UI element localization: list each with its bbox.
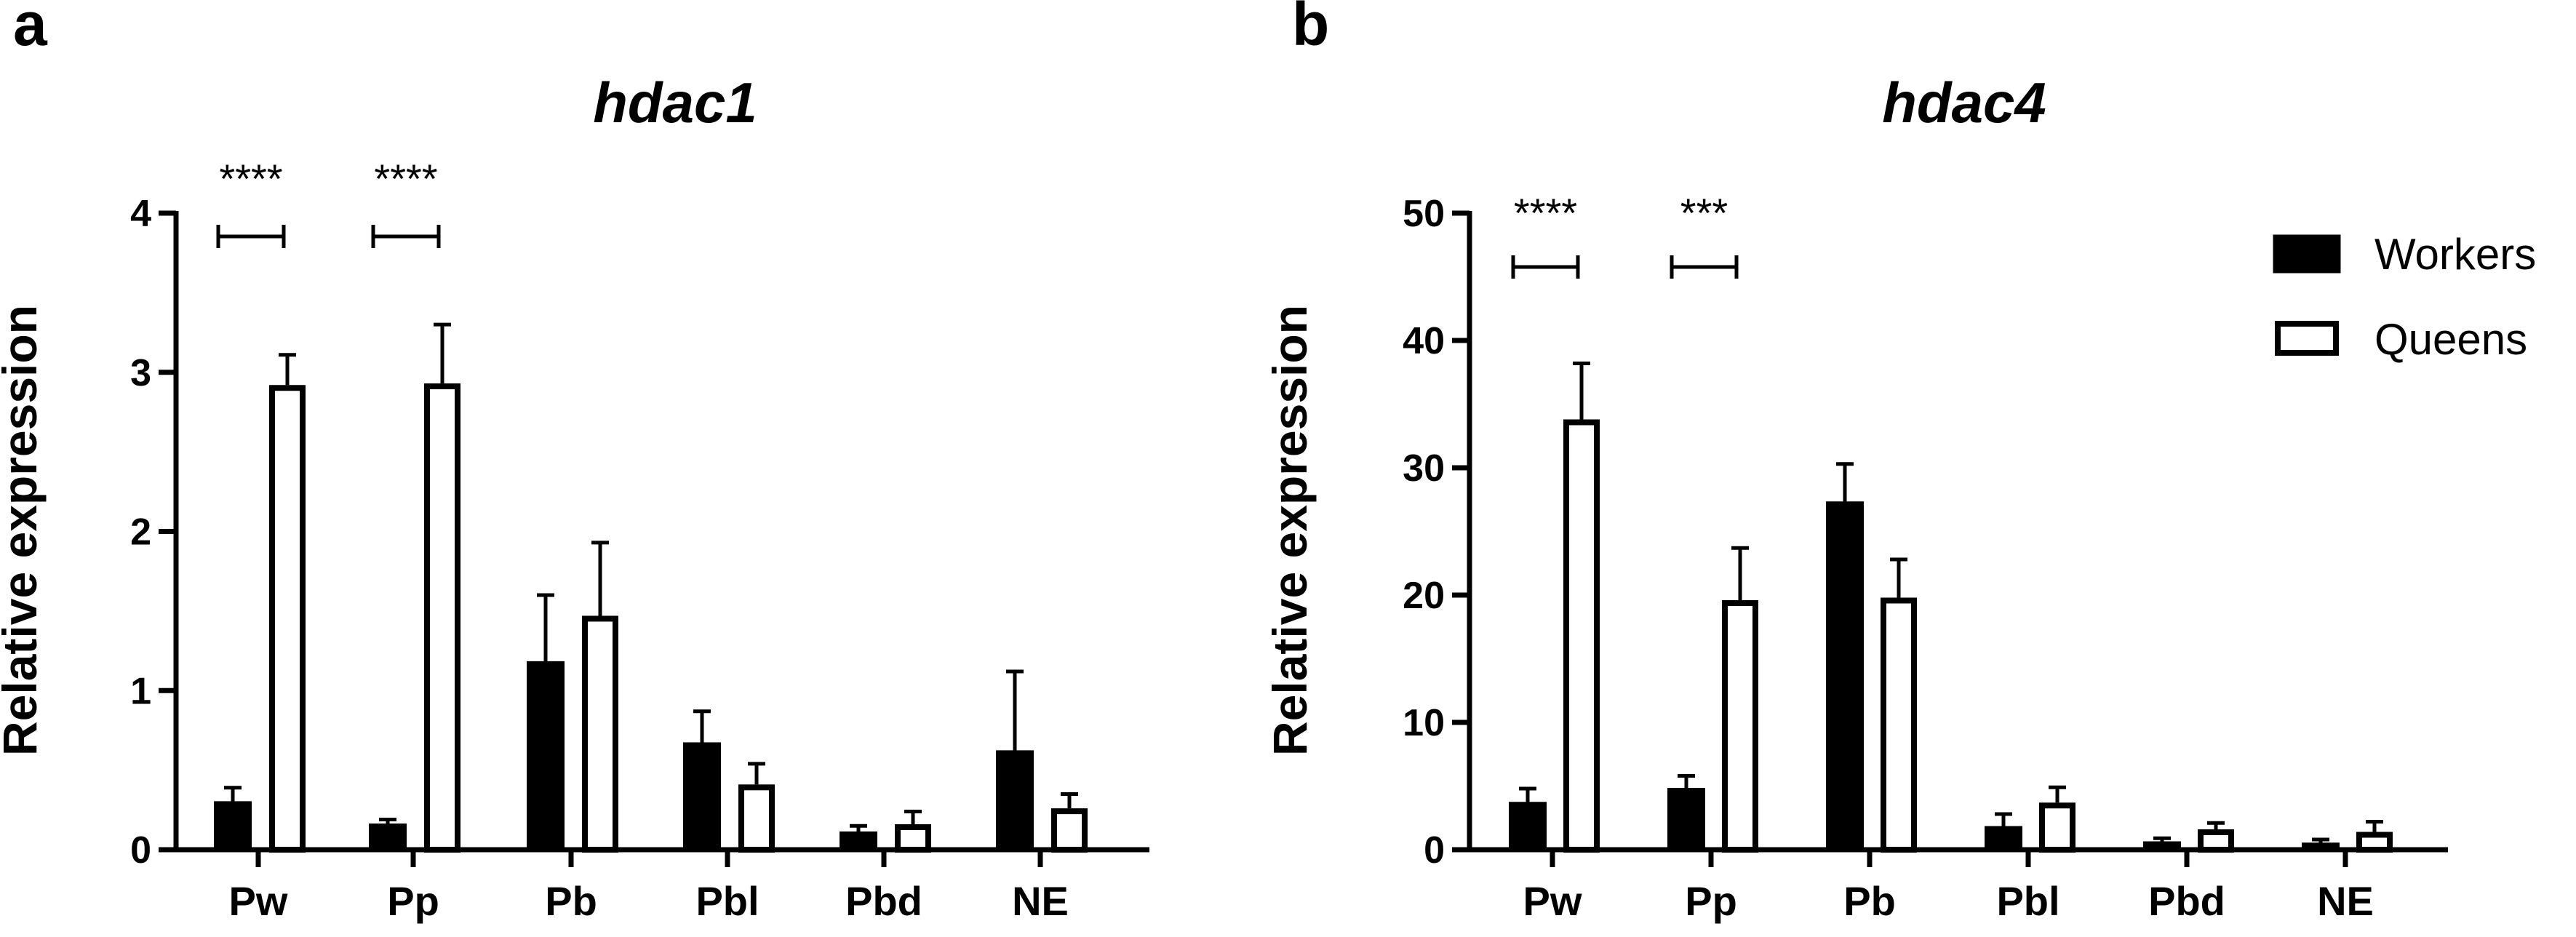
bar-queens: [1051, 808, 1088, 853]
x-tick-label: Pb: [1843, 878, 1896, 924]
significance-label: ****: [219, 156, 282, 202]
y-axis-title-b: Relative expression: [1263, 305, 1317, 756]
bar-queens: [738, 784, 775, 853]
bar-workers: [1509, 802, 1547, 850]
bar-queens: [1881, 597, 1917, 853]
significance-bracket: [1511, 255, 1580, 279]
y-tick-label: 0: [130, 829, 151, 872]
x-tick-label: Pbd: [845, 878, 922, 924]
bar-queens: [424, 383, 460, 853]
panel-letter-b: b: [1292, 0, 1329, 58]
x-tick-label: Pp: [1685, 878, 1737, 924]
significance-label: ****: [374, 156, 437, 202]
legend-swatch-queens: [2275, 321, 2339, 356]
x-tick-label: Pw: [1523, 878, 1582, 924]
bar-queens: [895, 824, 931, 853]
bar-workers: [996, 750, 1034, 850]
y-tick-label: 4: [130, 193, 151, 235]
chart-title-a: hdac1: [593, 71, 757, 135]
y-tick-label: 3: [130, 352, 151, 394]
x-tick-label: Pbl: [695, 878, 759, 924]
significance-bracket: [1670, 255, 1739, 279]
panel-b: b hdac4 Relative expression 0 10 20 30 40 50 P…: [1263, 0, 2448, 924]
bar-workers: [2143, 841, 2181, 850]
y-tick-label: 50: [1403, 193, 1445, 235]
bar-workers: [840, 831, 877, 850]
y-tick-label: 0: [1424, 829, 1445, 872]
x-tick-label: Pbd: [2148, 878, 2225, 924]
bar-queens: [2039, 802, 2075, 853]
y-tick-label: 10: [1403, 702, 1445, 744]
x-tick-label: NE: [1012, 878, 1069, 924]
bar-queens: [269, 385, 306, 853]
bar-queens: [2356, 832, 2393, 853]
bar-workers: [214, 801, 252, 850]
x-tick-label: Pb: [545, 878, 597, 924]
chart-title-b: hdac4: [1882, 71, 2046, 135]
y-tick-label: 30: [1403, 447, 1445, 490]
bar-workers: [1826, 501, 1864, 850]
bar-workers: [1985, 826, 2022, 850]
y-tick-label: 20: [1403, 575, 1445, 617]
bar-queens: [2198, 829, 2234, 853]
significance-bracket: [216, 225, 286, 248]
legend-swatch-workers: [2273, 234, 2341, 274]
legend: Workers Queens: [2273, 230, 2536, 364]
bar-workers: [2302, 842, 2340, 850]
panel-a: a hdac1 Relative expression 0 1 2 3 4 Pw Pp Pb P…: [0, 0, 1149, 924]
bar-workers: [527, 661, 565, 850]
y-tick-label: 2: [130, 511, 151, 554]
bar-queens: [1722, 600, 1758, 853]
bar-workers: [683, 742, 721, 850]
bar-workers: [1667, 788, 1705, 850]
x-tick-label: Pbl: [1996, 878, 2059, 924]
bar-workers: [369, 824, 407, 850]
significance-label: ****: [1514, 190, 1577, 236]
significance-bracket: [371, 225, 441, 248]
x-tick-label: Pw: [229, 878, 288, 924]
bar-queens: [1563, 419, 1600, 853]
panel-letter-a: a: [13, 0, 48, 58]
y-axis-title-a: Relative expression: [0, 305, 47, 756]
significance-label: ***: [1680, 190, 1728, 236]
plot-area-a: 0 1 2 3 4 Pw Pp Pb Pbl Pbd NE **** ****: [130, 156, 1149, 924]
x-tick-label: Pp: [387, 878, 439, 924]
y-tick-label: 40: [1403, 320, 1445, 362]
legend-label-workers: Workers: [2374, 230, 2536, 279]
bar-queens: [582, 615, 618, 853]
x-tick-label: NE: [2317, 878, 2374, 924]
y-tick-label: 1: [130, 670, 151, 712]
legend-label-queens: Queens: [2374, 315, 2527, 364]
